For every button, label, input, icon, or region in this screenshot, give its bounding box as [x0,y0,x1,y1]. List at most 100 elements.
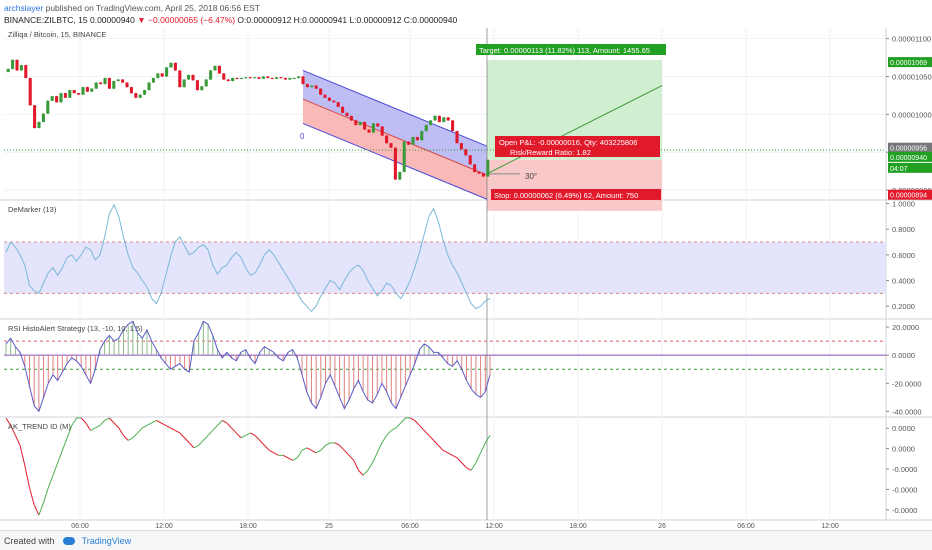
ak-trend-segment [353,460,359,471]
ak-trend-segment [259,440,265,446]
tradingview-brand[interactable]: TradingView [81,536,132,546]
candle [121,79,125,83]
ak-trend-segment [311,449,317,454]
candle [222,73,226,80]
candle [354,120,358,125]
candle [217,65,221,74]
tradingview-cloud-icon [63,537,76,545]
candle [6,68,10,72]
ak-trend-segment [423,430,430,436]
time-remaining-label: 04:07 [890,166,908,173]
candle [341,106,345,113]
ak-trend-segment [466,467,472,471]
symbol-name: BINANCE:ZILBTC, 15 [4,15,88,25]
candle [151,78,155,83]
ak-trend-segment [113,422,120,429]
candle [297,76,301,79]
ak-trend-segment [52,462,59,476]
ak-trend-segment [250,432,256,436]
candle [283,78,287,80]
pane-title-ak-trend: AK_TREND ID (M) [8,422,71,431]
ak-trend-segment [212,425,218,431]
candle [310,85,314,88]
ohlc-values: O:0.00000912 H:0.00000941 L:0.00000912 C… [237,15,458,25]
target-price-label-tag [888,57,932,68]
candle [235,78,239,80]
candle [292,78,296,80]
down-arrow-icon: ▼ [137,15,146,25]
pane-title-rsi: RSI HistoAlert Strategy (13, -10, 10, 1.… [8,324,143,333]
candle [345,112,349,116]
ak-trend-segment [419,425,425,431]
ak-trend-segment [33,504,40,516]
ak-trend-segment [339,445,345,451]
candle [15,59,19,71]
y-tick-label: 0.00001050 [892,72,932,81]
candle [103,78,107,85]
candle [266,76,270,79]
candle [398,171,402,180]
candle [415,137,419,141]
ak-trend-segment [320,445,326,451]
ak-trend-segment [372,452,378,463]
stop-zone [487,159,662,211]
candle [187,74,191,80]
author-link[interactable]: archslayer [4,3,44,13]
ak-trend-segment [221,420,228,424]
ak-trend-segment [47,475,54,488]
ak-trend-segment [29,487,35,506]
last-price-label: 0.00000940 [890,155,927,162]
ak-trend-segment [174,429,181,434]
candle [33,105,37,129]
candle [81,87,85,95]
rsi-line [5,320,491,413]
y-tick-label: 0.0000 [892,351,915,360]
ak-trend-segment [198,440,204,446]
candle [468,155,472,165]
channel-upper-fill [303,70,487,175]
candle [173,62,177,71]
chart-area[interactable]: 06:00 12:00 18:00 25 06:00 12:00 18:00 26 06:00 1… [0,28,932,530]
ak-trend-segment [480,442,486,454]
candle [433,115,437,121]
ak-trend-segment [99,420,106,426]
candle [231,78,235,82]
candle [213,65,217,71]
candle [367,129,371,133]
candle [169,62,173,68]
ak-trend-segment [156,420,162,424]
ak-trend-segment [442,449,448,454]
ak-trend-segment [362,469,369,476]
y-tick-label: 0.00001000 [892,110,932,119]
candle [429,120,433,125]
ak-trend-segment [151,420,157,424]
candle [209,70,213,80]
candle [385,135,389,144]
candle [288,78,292,80]
ak-trend-segment [142,425,148,429]
ak-trend-segment [484,435,491,444]
candle [437,115,441,122]
ak-trend-segment [433,440,439,446]
ak-trend-segment [90,427,96,431]
ak-trend-segment [184,437,190,444]
candle [424,124,428,132]
target-box [476,44,666,55]
open-pl-box [495,136,660,157]
ak-trend-segment [207,430,214,436]
candle [253,77,257,79]
ak-trend-segment [118,427,124,436]
ak-trend-segment [226,422,232,429]
ak-trend-segment [80,417,87,424]
ak-trend-segment [470,462,477,471]
candle [270,78,274,80]
x-tick-label: 26 [658,523,666,530]
ak-trend-segment [160,422,167,426]
ak-trend-segment [452,454,458,459]
ak-trend-segment [325,442,331,446]
ak-trend-segment [386,430,392,436]
stop-price-label-tag [888,189,932,200]
candle [116,79,120,82]
candle [477,171,481,174]
candle [305,84,309,88]
